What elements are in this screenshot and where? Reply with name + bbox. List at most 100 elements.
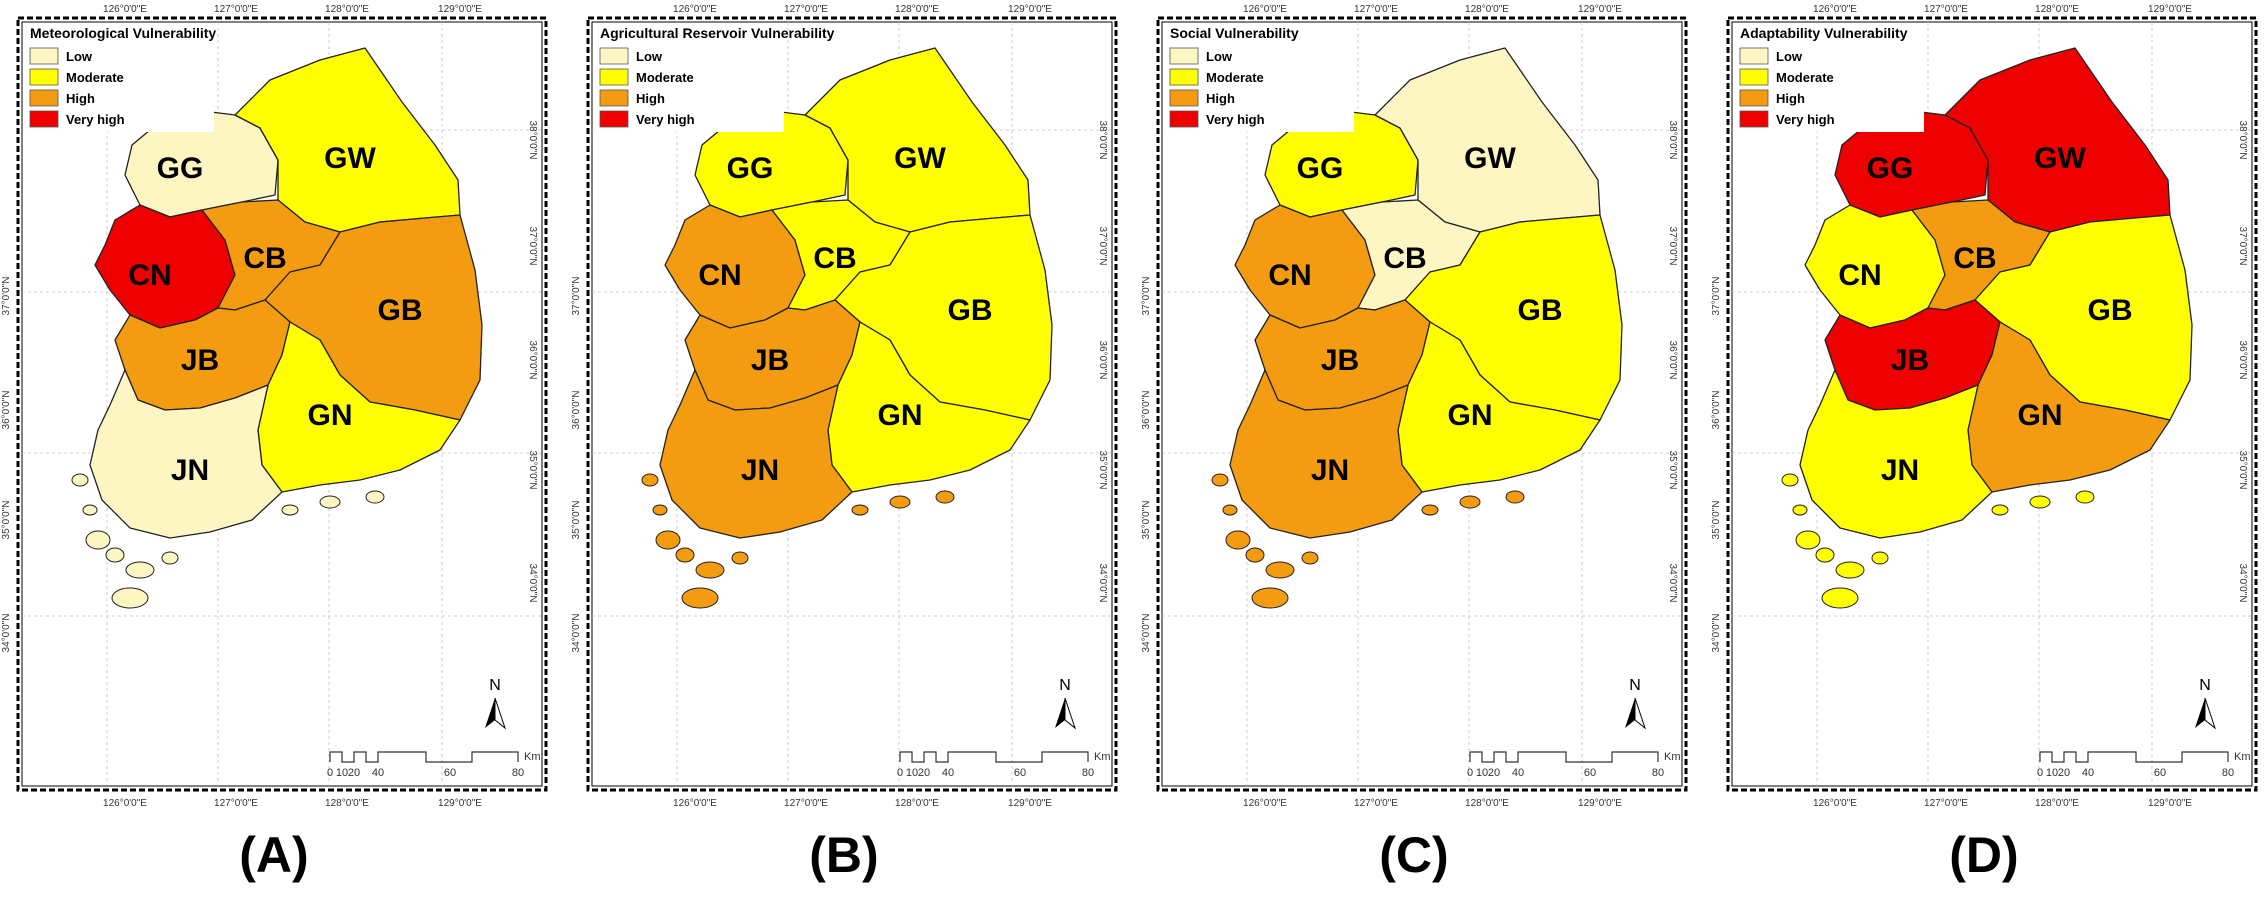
scale-unit: Km [2234,751,2251,763]
island [161,551,179,565]
legend-swatch-moderate [1739,68,1769,86]
left-tick-label: 36°0'0"N [1141,391,1152,430]
left-tick-label: 36°0'0"N [1711,391,1722,430]
region-label-gw: GW [2034,142,2086,175]
left-tick-label: 36°0'0"N [571,391,582,430]
scale-label: 10 [1476,767,1488,779]
bottom-tick-label: 129°0'0"E [1578,798,1622,809]
right-tick-label: 38°0'0"N [527,121,538,160]
right-tick-label: 37°0'0"N [2237,227,2248,266]
north-arrow-icon: N [1625,677,1647,730]
left-tick-label: 37°0'0"N [1711,277,1722,316]
legend-label: High [66,91,95,106]
legend-swatch-very_high [1169,110,1199,128]
legend: Meteorological Vulnerability Low Moderate H… [24,24,216,132]
right-tick-label: 36°0'0"N [1667,341,1678,380]
region-label-jn: JN [741,454,779,487]
top-tick-label: 127°0'0"E [1354,4,1398,15]
right-tick-label: 36°0'0"N [527,341,538,380]
top-tick-label: 127°0'0"E [784,4,828,15]
island [85,530,111,550]
right-tick-label: 38°0'0"N [1097,121,1108,160]
region-label-gb: GB [2088,294,2133,327]
scale-label: 40 [372,767,384,779]
top-tick-label: 126°0'0"E [103,4,147,15]
north-arrow-icon: N [2195,677,2217,730]
legend-swatch-low [29,47,59,65]
legend-label: Very high [636,112,695,127]
island [641,473,659,487]
top-tick-label: 128°0'0"E [325,4,369,15]
region-label-gw: GW [1464,142,1516,175]
region-label-gg: GG [1867,152,1914,185]
island [1222,504,1238,516]
legend-label: Low [66,49,93,64]
legend-swatch-high [29,89,59,107]
legend-label: High [1776,91,1805,106]
island [1835,561,1865,579]
bottom-tick-label: 129°0'0"E [1008,798,1052,809]
island [1821,587,1859,609]
legend-label: Low [636,49,663,64]
map-panel-C: 126°0'0"E 127°0'0"E 128°0'0"E 129°0'0"E 126°… [1141,4,1688,809]
right-tick-label: 34°0'0"N [1097,564,1108,603]
top-tick-label: 127°0'0"E [214,4,258,15]
top-tick-label: 126°0'0"E [1813,4,1857,15]
region-label-jb: JB [181,344,219,377]
scale-label: 80 [1652,767,1664,779]
island [695,561,725,579]
region-label-gb: GB [948,294,993,327]
island [1795,530,1821,550]
region-label-cn: CN [128,259,171,292]
left-tick-label: 37°0'0"N [1141,277,1152,316]
island [935,490,955,504]
left-tick-label: 34°0'0"N [1141,614,1152,653]
right-tick-label: 37°0'0"N [527,227,538,266]
island [1871,551,1889,565]
legend: Agricultural Reservoir Vulnerability Low M… [594,24,835,132]
bottom-tick-label: 127°0'0"E [1354,798,1398,809]
island [71,473,89,487]
bottom-tick-label: 126°0'0"E [1813,798,1857,809]
top-tick-label: 126°0'0"E [1243,4,1287,15]
bottom-tick-label: 127°0'0"E [214,798,258,809]
right-tick-label: 35°0'0"N [527,451,538,490]
left-tick-label: 35°0'0"N [1141,501,1152,540]
north-arrow-icon: N [1055,677,1077,730]
panel-C: 126°0'0"E 127°0'0"E 128°0'0"E 129°0'0"E 126°… [1140,0,1688,908]
island [1815,547,1835,563]
island [1781,473,1799,487]
right-tick-label: 34°0'0"N [2237,564,2248,603]
legend-label: Moderate [1206,70,1264,85]
island [281,504,299,516]
scale-label: 80 [1082,767,1094,779]
province-jn [1229,369,1423,539]
legend-swatch-low [1739,47,1769,65]
island [1459,495,1481,509]
island [82,504,98,516]
left-tick-label: 36°0'0"N [1,391,12,430]
scale-label: 0 [327,767,333,779]
map-panel-B: 126°0'0"E 127°0'0"E 128°0'0"E 129°0'0"E 126°… [571,4,1118,809]
scale-label: 40 [1512,767,1524,779]
legend-label: Very high [66,112,125,127]
bottom-tick-label: 129°0'0"E [2148,798,2192,809]
region-label-gg: GG [157,152,204,185]
island [681,587,719,609]
left-tick-label: 37°0'0"N [571,277,582,316]
bottom-tick-label: 126°0'0"E [1243,798,1287,809]
scale-unit: Km [1094,751,1111,763]
left-tick-label: 34°0'0"N [1,614,12,653]
map-panel-A: 126°0'0"E 127°0'0"E 128°0'0"E 129°0'0"E 126°… [1,4,548,809]
top-tick-label: 128°0'0"E [2035,4,2079,15]
scale-label: 10 [336,767,348,779]
top-tick-label: 126°0'0"E [673,4,717,15]
map-frame-inner [1161,21,1683,787]
left-tick-label: 37°0'0"N [1,277,12,316]
legend-label: Very high [1776,112,1835,127]
scale-label: 60 [1584,767,1596,779]
legend-swatch-moderate [29,68,59,86]
region-label-jn: JN [1311,454,1349,487]
